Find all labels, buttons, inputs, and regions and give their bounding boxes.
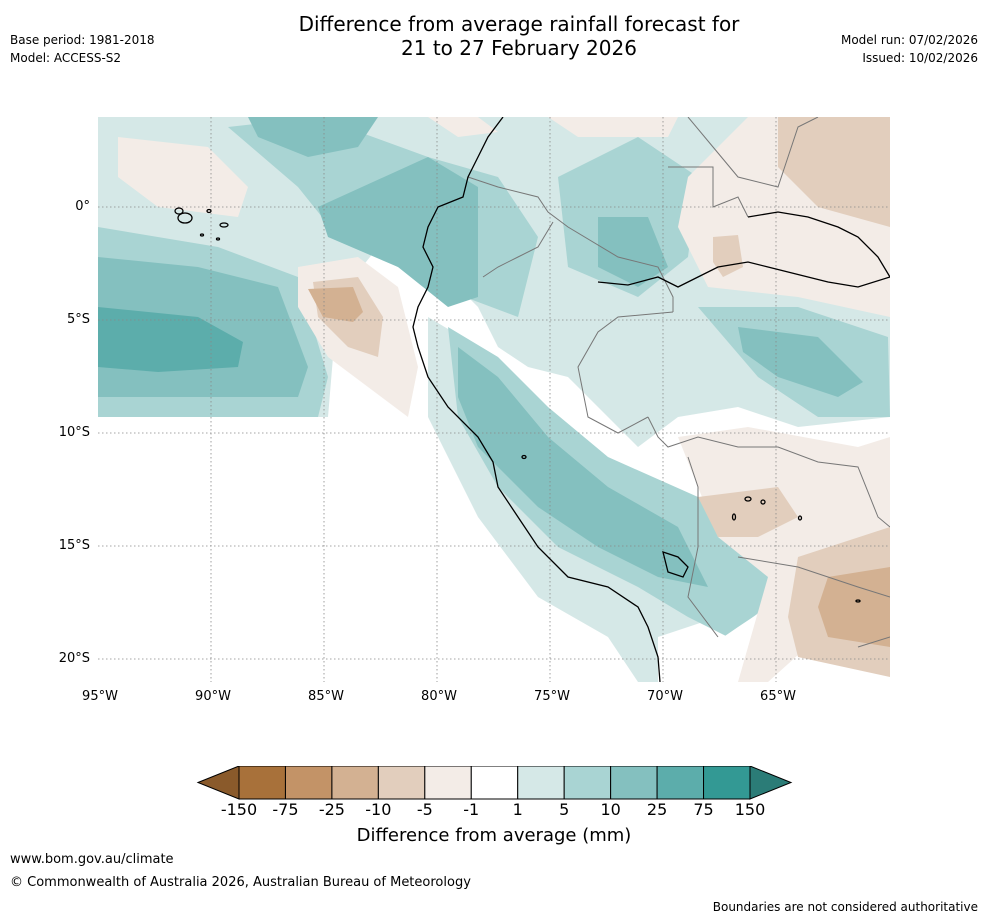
- colorbar-tick-label: 5: [559, 800, 570, 819]
- title: Difference from average rainfall forecas…: [0, 12, 988, 60]
- colorbar-tick-label: -10: [365, 800, 392, 819]
- colorbar-cell: [563, 766, 612, 800]
- colorbar-cell: [656, 766, 705, 800]
- colorbar-tick-label: 10: [600, 800, 621, 819]
- colorbar-cell: [238, 766, 286, 800]
- colorbar-cell: [610, 766, 658, 800]
- colorbar: [196, 766, 793, 800]
- rainfall-map: [98, 117, 890, 682]
- title-line-2: 21 to 27 February 2026: [401, 36, 637, 60]
- colorbar-tick-label: -150: [220, 800, 258, 819]
- colorbar-tick-label: -25: [318, 800, 345, 819]
- country-boundaries: [467, 117, 890, 648]
- colorbar-under-triangle: [196, 766, 240, 800]
- lon-label-90w: 90°W: [195, 689, 231, 704]
- colorbar-tick-label: 75: [693, 800, 714, 819]
- lon-label-75w: 75°W: [534, 689, 570, 704]
- issued-date: Issued: 10/02/2026: [862, 51, 978, 65]
- coastline: [174, 117, 890, 682]
- colorbar-cell: [703, 766, 751, 800]
- lat-label-10s: 10°S: [58, 425, 90, 440]
- colorbar-cell: [284, 766, 333, 800]
- colorbar-cell: [424, 766, 472, 800]
- model-name: Model: ACCESS-S2: [10, 51, 122, 65]
- dry-anomaly-contours: [98, 117, 890, 682]
- copyright: © Commonwealth of Australia 2026, Austra…: [10, 875, 471, 890]
- colorbar-tick-label: 1: [512, 800, 523, 819]
- lon-label-70w: 70°W: [647, 689, 683, 704]
- colorbar-cell: [470, 766, 519, 800]
- model-run: Model run: 07/02/2026: [840, 33, 978, 47]
- lon-label-65w: 65°W: [760, 689, 796, 704]
- colorbar-cell: [517, 766, 565, 800]
- lon-label-85w: 85°W: [308, 689, 344, 704]
- colorbar-tick-label: -1: [463, 800, 480, 819]
- colorbar-cell: [377, 766, 426, 800]
- colorbar-cell: [331, 766, 379, 800]
- colorbar-over-triangle: [749, 766, 793, 800]
- lat-label-15s: 15°S: [58, 538, 90, 553]
- lat-label-20s: 20°S: [58, 651, 90, 666]
- colorbar-label: Difference from average (mm): [356, 825, 632, 846]
- lat-label-0: 0°: [75, 199, 90, 214]
- graticule: [98, 117, 890, 682]
- lat-label-5s: 5°S: [66, 312, 90, 327]
- disclaimer: Boundaries are not considered authoritat…: [712, 900, 978, 914]
- lon-label-95w: 95°W: [82, 689, 118, 704]
- lon-label-80w: 80°W: [421, 689, 457, 704]
- colorbar-tick-label: -5: [416, 800, 433, 819]
- website-link[interactable]: www.bom.gov.au/climate: [10, 852, 174, 867]
- colorbar-tick-label: -75: [272, 800, 299, 819]
- title-line-1: Difference from average rainfall forecas…: [298, 12, 740, 36]
- colorbar-tick-label: 25: [646, 800, 668, 819]
- base-period: Base period: 1981-2018: [10, 33, 155, 47]
- colorbar-tick-label: 150: [734, 800, 766, 819]
